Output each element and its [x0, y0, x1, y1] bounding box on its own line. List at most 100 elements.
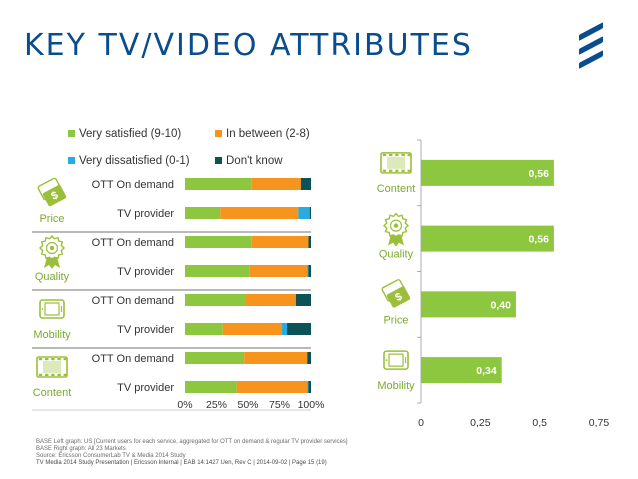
- bar-segment-dont_know: [300, 178, 311, 190]
- price-tag-icon: $: [37, 177, 67, 207]
- group-label: Content: [33, 387, 72, 399]
- group-mobility: Mobility OTT On demand TV provider: [33, 294, 311, 341]
- group-label: Quality: [35, 271, 70, 283]
- row-label: TV provider: [117, 208, 174, 220]
- group-content: Content OTT On demand TV provider: [33, 352, 311, 399]
- x-tick-label: 0,25: [470, 417, 491, 429]
- logo-stripe: [579, 50, 603, 69]
- footer-base-right: BASE Right graph: All 23 Markets: [36, 446, 126, 452]
- x-tick-label: 0,5: [532, 417, 547, 429]
- bar-segment-very_satisfied: [185, 207, 221, 219]
- value-label: 0,56: [528, 168, 549, 180]
- legend-label: Very dissatisfied (0-1): [79, 155, 190, 167]
- legend-item-dont_know: Don't know: [215, 155, 283, 167]
- bar-segment-dont_know: [287, 323, 311, 335]
- bar-segment-in_between: [244, 352, 308, 364]
- bar-segment-very_satisfied: [185, 352, 245, 364]
- quality-ribbon-icon: [382, 212, 410, 247]
- svg-text:$: $: [49, 189, 60, 202]
- footer: BASE Left graph: US [Current users for e…: [36, 439, 596, 467]
- row-label: TV provider: [117, 266, 174, 278]
- legend-item-very_dissatisfied: Very dissatisfied (0-1): [68, 155, 190, 167]
- category-label: Price: [383, 314, 408, 326]
- x-tick-label: 100%: [298, 399, 325, 411]
- legend-item-in_between: In between (2-8): [215, 128, 310, 140]
- group-price: $ Price OTT On demand TV provider: [37, 177, 311, 225]
- category-label: Content: [377, 183, 416, 195]
- company-logo: [579, 22, 603, 69]
- row-label: OTT On demand: [92, 237, 174, 249]
- bar-segment-very_dissatisfied: [298, 207, 310, 219]
- page-title: KEY TV/VIDEO ATTRIBUTES: [24, 28, 473, 63]
- value-label: 0,56: [528, 234, 549, 246]
- footer-source: Source: Ericsson ConsumerLab TV & Media …: [36, 453, 186, 459]
- quality-ribbon-icon: [38, 234, 66, 269]
- bar-segment-in_between: [251, 236, 309, 248]
- x-tick-label: 0%: [177, 399, 192, 411]
- bar-segment-very_satisfied: [185, 381, 237, 393]
- bar-quality: Quality 0,56: [379, 212, 554, 261]
- bar-segment-in_between: [236, 381, 308, 393]
- x-tick-label: 75%: [269, 399, 290, 411]
- legend-swatch: [215, 157, 222, 164]
- bar-segment-very_satisfied: [185, 178, 252, 190]
- bar-segment-very_dissatisfied: [307, 265, 309, 277]
- bar-segment-in_between: [245, 294, 296, 306]
- bar-segment-in_between: [220, 207, 299, 219]
- bar-segment-dont_know: [308, 236, 311, 248]
- bar-segment-in_between: [222, 323, 283, 335]
- bar-segment-dont_know: [307, 352, 311, 364]
- bar: [421, 225, 554, 252]
- bar-segment-in_between: [249, 265, 308, 277]
- film-strip-icon: [36, 356, 68, 378]
- mobile-device-icon: [39, 299, 65, 319]
- x-tick-label: 0,75: [589, 417, 610, 429]
- legend-item-very_satisfied: Very satisfied (9-10): [68, 128, 181, 140]
- legend-swatch: [68, 157, 75, 164]
- category-label: Mobility: [377, 380, 415, 392]
- bar-segment-very_satisfied: [185, 265, 250, 277]
- legend-swatch: [68, 130, 75, 137]
- row-label: OTT On demand: [92, 179, 174, 191]
- bar: [421, 159, 554, 186]
- bar-segment-very_dissatisfied: [307, 381, 309, 393]
- x-tick-label: 0: [418, 417, 424, 429]
- legend-label: Very satisfied (9-10): [79, 128, 181, 140]
- logo-stripe: [579, 22, 603, 41]
- category-label: Quality: [379, 249, 414, 261]
- bar-mobility: Mobility 0,34: [377, 350, 502, 392]
- legend-label: In between (2-8): [226, 128, 310, 140]
- row-label: OTT On demand: [92, 295, 174, 307]
- row-label: TV provider: [117, 382, 174, 394]
- group-quality: Quality OTT On demand TV provider: [35, 234, 311, 283]
- x-tick-label: 50%: [237, 399, 258, 411]
- footer-base-left: BASE Left graph: US [Current users for e…: [36, 439, 348, 445]
- bar-segment-dont_know: [309, 207, 311, 219]
- group-label: Price: [39, 213, 64, 225]
- bar-segment-very_satisfied: [185, 294, 246, 306]
- value-label: 0,40: [490, 299, 511, 311]
- bar: [421, 291, 516, 318]
- bar-segment-very_dissatisfied: [282, 323, 288, 335]
- price-tag-icon: $: [381, 279, 411, 308]
- svg-text:$: $: [393, 291, 404, 304]
- value-label: 0,34: [476, 365, 497, 377]
- logo-stripes: [579, 22, 603, 69]
- bar-content: Content 0,56: [377, 152, 554, 195]
- x-tick-label: 25%: [206, 399, 227, 411]
- bar-segment-dont_know: [308, 381, 311, 393]
- row-label: TV provider: [117, 324, 174, 336]
- group-label: Mobility: [33, 329, 71, 341]
- mobile-device-icon: [383, 350, 409, 370]
- bar-segment-dont_know: [308, 265, 311, 277]
- bar-price: $ Price 0,40: [381, 279, 516, 326]
- footer-meta: TV Media 2014 Study Presentation | Erics…: [36, 460, 327, 466]
- bar: [421, 357, 502, 384]
- legend-label: Don't know: [226, 155, 283, 167]
- bar-segment-dont_know: [295, 294, 311, 306]
- row-label: OTT On demand: [92, 353, 174, 365]
- film-strip-icon: [380, 152, 412, 174]
- legend-swatch: [215, 130, 222, 137]
- bar-segment-very_satisfied: [185, 236, 252, 248]
